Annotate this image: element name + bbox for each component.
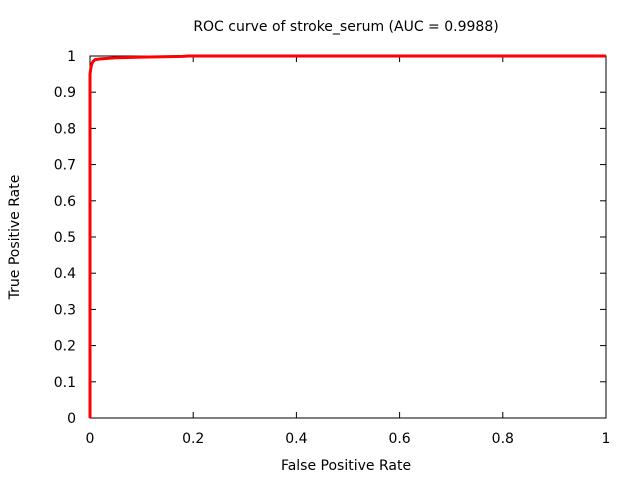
y-tick-label: 0.7 <box>54 158 76 174</box>
y-tick-label: 0.9 <box>54 85 76 101</box>
x-tick-label: 0.4 <box>285 431 307 447</box>
y-axis-label: True Positive Rate <box>7 175 23 301</box>
y-tick-label: 0.1 <box>54 375 76 391</box>
x-tick-label: 0 <box>86 431 95 447</box>
roc-curve-line <box>88 54 606 418</box>
x-tick-label: 0.6 <box>388 431 410 447</box>
y-axis: 0 0.1 0.2 0.3 0.4 0.5 0.6 0.7 0.8 0.9 1 <box>54 49 606 427</box>
y-tick-label: 0.4 <box>54 266 76 282</box>
y-tick-label: 0.6 <box>54 194 76 210</box>
y-tick-label: 0.5 <box>54 230 76 246</box>
y-tick-label: 0.8 <box>54 121 76 137</box>
plot-frame <box>89 55 607 419</box>
y-tick-label: 0.3 <box>54 302 76 318</box>
x-axis: 0 0.2 0.4 0.6 0.8 1 <box>86 56 611 447</box>
x-tick-label: 0.2 <box>182 431 204 447</box>
x-axis-label: False Positive Rate <box>281 458 411 474</box>
x-tick-label: 0.8 <box>492 431 514 447</box>
x-tick-label: 1 <box>602 431 611 447</box>
y-tick-label: 1 <box>67 49 76 65</box>
chart-title: ROC curve of stroke_serum (AUC = 0.9988) <box>193 19 498 35</box>
y-tick-label: 0 <box>67 411 76 427</box>
y-tick-label: 0.2 <box>54 339 76 355</box>
